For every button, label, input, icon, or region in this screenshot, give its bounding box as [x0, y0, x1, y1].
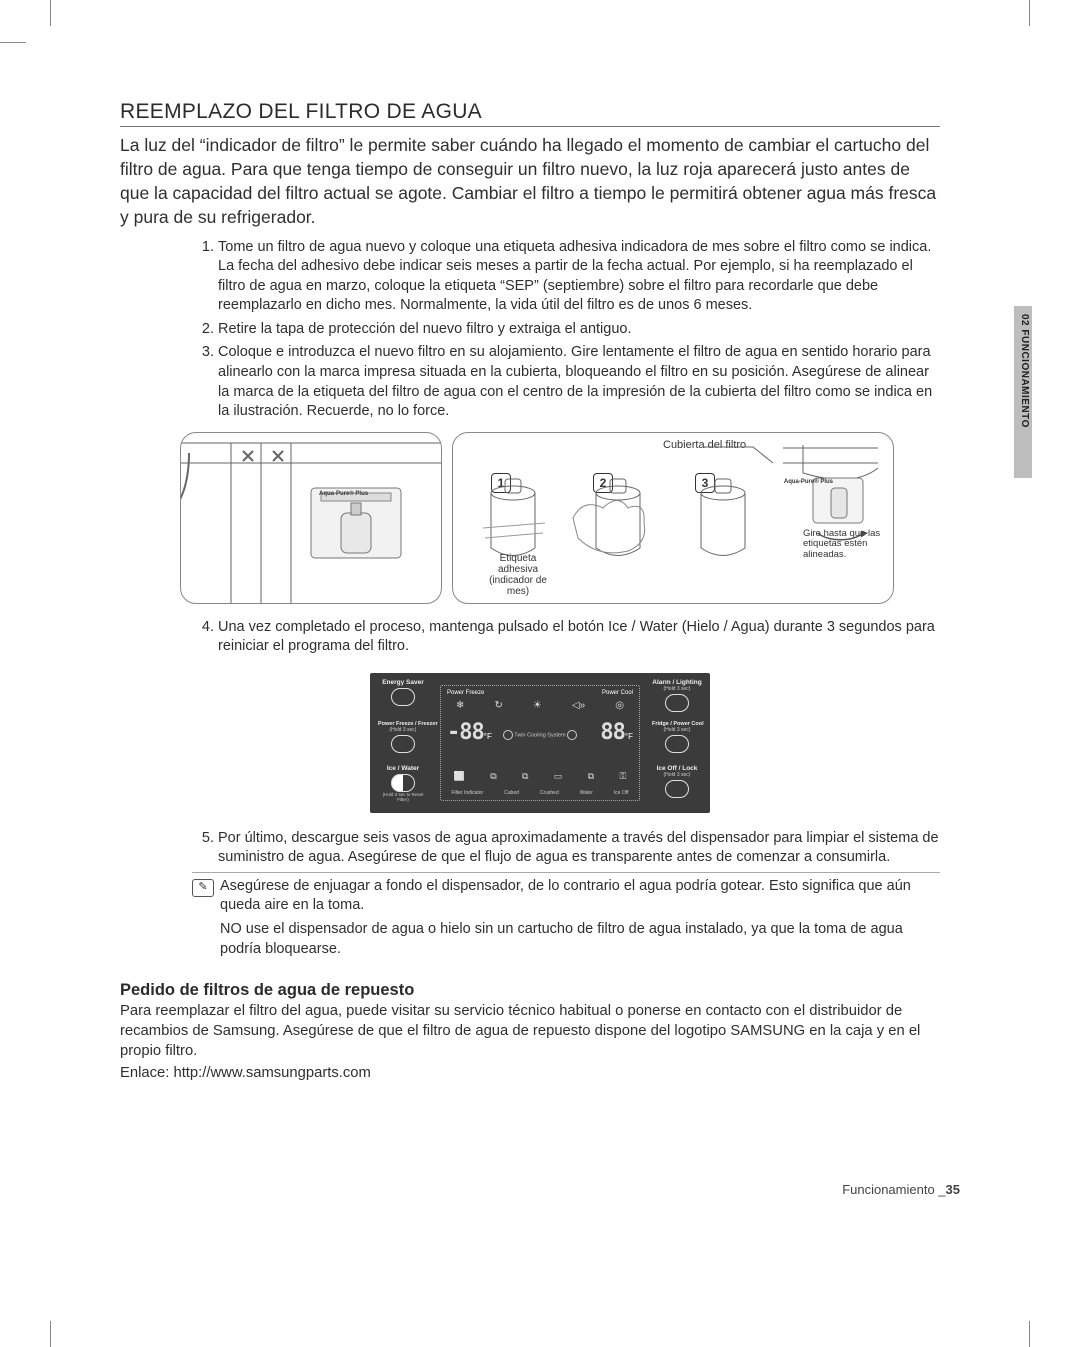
sun-icon: ☀ [533, 700, 542, 711]
figure-right: Cubierta del filtro 1 2 3 [452, 432, 894, 604]
panel-icon-row-top: ❄ ↻ ☀ ◁» ◎ [441, 700, 639, 711]
sound-icon: ◁» [572, 700, 585, 711]
cycle-icon: ↻ [494, 700, 502, 711]
panel-icon-row-bottom: ⬜ ⧉ ⧉ ▭ ⧉ ⚿ [441, 771, 639, 782]
fridge-line-art [181, 433, 441, 603]
panel-center-label: Power Freeze [447, 690, 484, 696]
snowflake-icon: ❄ [456, 700, 464, 711]
crop-mark [0, 42, 26, 43]
note-text: Asegúrese de enjuagar a fondo el dispens… [220, 877, 940, 916]
filter-icon: ⬜ [454, 771, 465, 782]
page-footer: Funcionamiento _35 [842, 1182, 960, 1197]
intro-paragraph: La luz del “indicador de filtro” le perm… [120, 133, 940, 230]
cycle-icon [503, 730, 513, 740]
step-item: Coloque e introduzca el nuevo filtro en … [218, 343, 940, 421]
panel-sublabel: (Hold 3 sec) [652, 772, 702, 778]
panel-btn-power-freeze: Power Freeze / Freezer (Hold 3 sec) [378, 721, 428, 753]
temp-unit: °F [625, 732, 633, 741]
section-title: REEMPLAZO DEL FILTRO DE AGUA [120, 100, 940, 127]
panel-sublabel: (Hold 3 sec to Reset Filter) [378, 792, 428, 802]
water-icon: ▭ [554, 771, 563, 782]
rotate-caption: Gire hasta que las etiquetas estén aline… [803, 529, 883, 560]
crop-mark [50, 1321, 51, 1347]
section-tab-label: 02 FUNCIONAMIENTO [1019, 314, 1030, 428]
panel-label: Fridge / Power Cool [652, 721, 702, 727]
panel-button-shape [391, 735, 415, 753]
crop-mark [1029, 1321, 1030, 1347]
panel-bottom-label: Ice Off [614, 790, 629, 796]
seg7-display: 88 [600, 720, 625, 745]
note-row: ✎ Asegúrese de enjuagar a fondo el dispe… [192, 872, 940, 959]
footer-label: Funcionamiento _ [842, 1182, 945, 1197]
crop-mark [50, 0, 51, 26]
sticker-caption: Etiqueta adhesiva (indicador de mes) [483, 553, 553, 597]
lock-icon: ⚿ [619, 771, 626, 782]
panel-sublabel: (Hold 3 sec) [652, 686, 702, 692]
brand-small-label: Aqua-Pure® Plus [319, 491, 368, 497]
crop-mark [1029, 0, 1030, 26]
step-item: Una vez completado el proceso, mantenga … [218, 618, 940, 657]
panel-bottom-labels: Filter Indicator Cubed Crushed Water Ice… [441, 790, 639, 796]
panel-btn-ice-water: Ice / Water (Hold 3 sec to Reset Filter) [378, 765, 428, 802]
panel-btn-energy-saver: Energy Saver [378, 679, 428, 706]
cubed-icon: ⧉ [490, 771, 496, 782]
footer-page-number: 35 [946, 1182, 960, 1197]
panel-button-shape [391, 774, 415, 792]
panel-bottom-label: Filter Indicator [451, 790, 483, 796]
step-item: Tome un filtro de agua nuevo y coloque u… [218, 238, 940, 316]
note-icon: ✎ [192, 879, 214, 897]
subsection-body: Para reemplazar el filtro del agua, pued… [120, 1002, 940, 1062]
panel-bottom-label: Water [580, 790, 593, 796]
panel-label: Power Freeze / Freezer [378, 721, 428, 727]
panel-button-shape [391, 688, 415, 706]
step-item: Por último, descargue seis vasos de agua… [218, 829, 940, 868]
panel-center-middle: Twin Cooling System [514, 732, 565, 738]
brand-small-label-2: Aqua-Pure® Plus [784, 479, 833, 485]
note-text: NO use el dispensador de agua o hielo si… [220, 920, 940, 959]
iceoff-icon: ⧉ [588, 771, 594, 782]
panel-button-shape [665, 694, 689, 712]
steps-list: Tome un filtro de agua nuevo y coloque u… [120, 238, 940, 422]
panel-label: Alarm / Lighting [652, 679, 702, 686]
cycle-icon [567, 730, 577, 740]
subsection-link: Enlace: http://www.samsungparts.com [120, 1064, 940, 1084]
panel-label: Ice / Water [378, 765, 428, 772]
panel-button-shape [665, 735, 689, 753]
panel-btn-ice-off-lock: Ice Off / Lock (Hold 3 sec) [652, 765, 702, 798]
panel-bottom-label: Cubed [504, 790, 519, 796]
panel-center-label: Power Cool [602, 690, 633, 696]
steps-list-cont: Una vez completado el proceso, mantenga … [120, 618, 940, 657]
panel-label: Energy Saver [378, 679, 428, 686]
page: 02 FUNCIONAMIENTO REEMPLAZO DEL FILTRO D… [0, 0, 1080, 1347]
content-area: REEMPLAZO DEL FILTRO DE AGUA La luz del … [120, 100, 940, 1086]
crushed-icon: ⧉ [522, 771, 528, 782]
step-item: Retire la tapa de protección del nuevo f… [218, 320, 940, 340]
panel-button-shape [665, 780, 689, 798]
subsection-title: Pedido de filtros de agua de repuesto [120, 981, 940, 1000]
control-panel: Energy Saver Power Freeze / Freezer (Hol… [370, 673, 710, 813]
target-icon: ◎ [615, 700, 624, 711]
panel-btn-fridge-power-cool: Fridge / Power Cool (Hold 3 sec) [652, 721, 702, 753]
steps-list-cont2: Por último, descargue seis vasos de agua… [120, 829, 940, 868]
panel-sublabel: (Hold 3 sec) [652, 727, 702, 733]
panel-label: Ice Off / Lock [652, 765, 702, 772]
figure-row: Aqua-Pure® Plus Cubierta del filtro 1 2 … [180, 432, 940, 604]
panel-bottom-label: Crushed [540, 790, 559, 796]
figure-left: Aqua-Pure® Plus [180, 432, 442, 604]
temp-right: 88°F [600, 720, 633, 745]
panel-sublabel: (Hold 3 sec) [378, 727, 428, 733]
panel-center: Power Freeze Power Cool ❄ ↻ ☀ ◁» ◎ -88°F… [440, 685, 640, 801]
panel-btn-alarm-lighting: Alarm / Lighting (Hold 3 sec) [652, 679, 702, 712]
